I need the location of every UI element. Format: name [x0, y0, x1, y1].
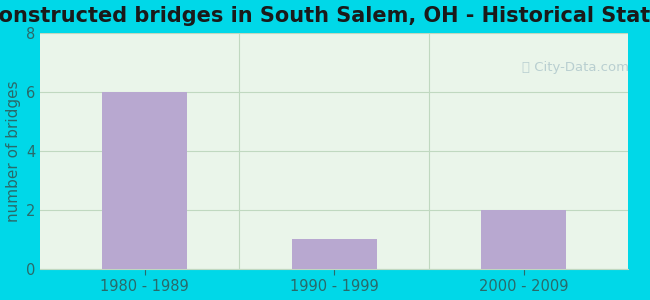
- Bar: [481, 210, 567, 269]
- Bar: [102, 92, 187, 269]
- Text: ⓘ City-Data.com: ⓘ City-Data.com: [523, 61, 629, 74]
- Title: Reconstructed bridges in South Salem, OH - Historical Statistics: Reconstructed bridges in South Salem, OH…: [0, 6, 650, 26]
- Y-axis label: number of bridges: number of bridges: [6, 80, 21, 222]
- Bar: [292, 239, 377, 269]
